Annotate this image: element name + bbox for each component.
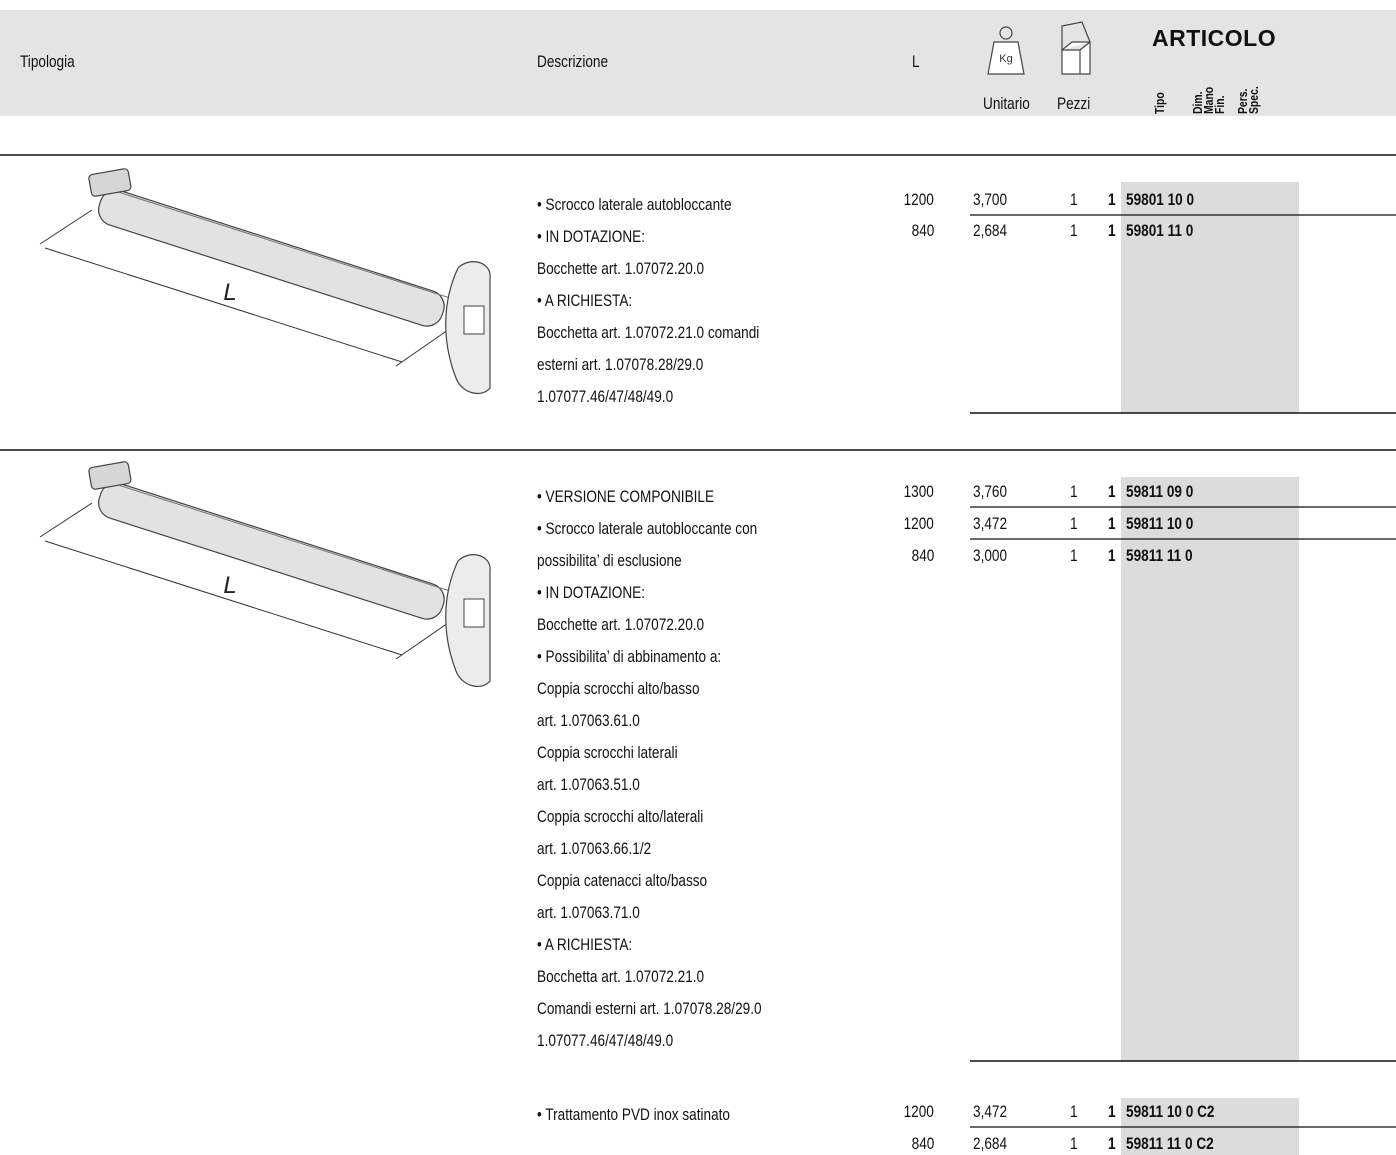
length: 840 (911, 1134, 934, 1153)
pieces: 1 (1070, 1102, 1078, 1121)
description-line: • Possibilita’ di abbinamento a: (537, 647, 722, 666)
description-line: Bocchette art. 1.07072.20.0 (537, 615, 705, 634)
product-image: L (39, 168, 491, 395)
article-type: 1 (1108, 1134, 1116, 1153)
description-line: Comandi esterni art. 1.07078.28/29.0 (537, 999, 762, 1018)
article-code: 59801 10 0 (1126, 190, 1195, 209)
description-line: esterni art. 1.07078.28/29.0 (537, 355, 704, 374)
article-type: 1 (1108, 1102, 1116, 1121)
bar-head (88, 168, 132, 197)
bar-ridge (111, 189, 451, 299)
description-line: • A RICHIESTA: (537, 935, 633, 954)
article-type: 1 (1108, 514, 1116, 533)
description-line: Bocchetta art. 1.07072.21.0 comandi (537, 323, 760, 342)
product-image: L (39, 461, 491, 688)
length: 840 (911, 221, 934, 240)
unit-weight: 3,472 (973, 1102, 1008, 1121)
pieces: 1 (1070, 190, 1078, 209)
bar-head (88, 461, 132, 490)
description-line: Bocchette art. 1.07072.20.0 (537, 259, 705, 278)
article-code: 59811 11 0 C2 (1126, 1134, 1214, 1153)
description-line: • Scrocco laterale autobloccante (537, 195, 732, 214)
column-header: Unitario (983, 94, 1030, 113)
bar-body (98, 189, 445, 327)
dimension-line (44, 540, 403, 656)
description-line: • IN DOTAZIONE: (537, 583, 646, 602)
article-column-shade (1121, 477, 1299, 1061)
length: 1200 (903, 1102, 934, 1121)
description-line: 1.07077.46/47/48/49.0 (537, 1031, 674, 1050)
description-line: art. 1.07063.71.0 (537, 903, 640, 922)
sub-column-header: Spec. (1246, 86, 1261, 114)
length: 1200 (903, 514, 934, 533)
article-code: 59811 10 0 C2 (1126, 1102, 1215, 1121)
description-line: 1.07077.46/47/48/49.0 (537, 387, 674, 406)
column-header: Tipologia (20, 52, 75, 71)
description-line: • VERSIONE COMPONIBILE (537, 487, 715, 506)
pieces: 1 (1070, 1134, 1078, 1153)
bar-body (98, 482, 445, 620)
header-band (0, 10, 1396, 116)
dimension-label: L (223, 279, 236, 306)
column-header: ARTICOLO (1152, 25, 1277, 51)
description-line: Coppia scrocchi alto/basso (537, 679, 700, 698)
description-line: art. 1.07063.51.0 (537, 775, 640, 794)
unit-weight: 3,760 (973, 482, 1008, 501)
description-line: • Trattamento PVD inox satinato (537, 1105, 730, 1124)
pieces: 1 (1070, 546, 1078, 565)
weight-icon (987, 26, 1025, 75)
description-line: • IN DOTAZIONE: (537, 227, 646, 246)
description-line: art. 1.07063.61.0 (537, 711, 640, 730)
dimension-line (44, 247, 403, 363)
description-line: possibilita’ di esclusione (537, 551, 682, 570)
sub-column-header: Tipo (1152, 92, 1167, 114)
article-type: 1 (1108, 221, 1116, 240)
pieces: 1 (1070, 221, 1078, 240)
latch (463, 305, 485, 335)
latch (463, 598, 485, 628)
unit-weight: 2,684 (973, 1134, 1008, 1153)
pieces: 1 (1070, 482, 1078, 501)
length: 1300 (903, 482, 934, 501)
unit-weight: 2,684 (973, 221, 1008, 240)
description-line: Coppia scrocchi alto/laterali (537, 807, 704, 826)
dimension-label: L (223, 572, 236, 599)
pieces: 1 (1070, 514, 1078, 533)
description-line: Coppia scrocchi laterali (537, 743, 678, 762)
article-code: 59811 09 0 (1126, 482, 1194, 501)
length: 840 (911, 546, 934, 565)
box-icon (1061, 21, 1091, 75)
article-code: 59811 11 0 (1126, 546, 1193, 565)
column-header: Descrizione (537, 52, 609, 71)
article-code: 59811 10 0 (1126, 514, 1194, 533)
description-line: art. 1.07063.66.1/2 (537, 839, 652, 858)
unit-weight: 3,700 (973, 190, 1008, 209)
kg-label: Kg (999, 53, 1012, 65)
dimension-ext (39, 209, 93, 245)
dimension-ext (39, 502, 93, 538)
description-line: Coppia catenacci alto/basso (537, 871, 708, 890)
article-code: 59801 11 0 (1126, 221, 1194, 240)
sub-column-header: Fin. (1212, 95, 1227, 114)
length: 1200 (903, 190, 934, 209)
column-header: Pezzi (1057, 94, 1091, 113)
article-type: 1 (1108, 482, 1116, 501)
article-type: 1 (1108, 190, 1116, 209)
dimension-ext (395, 329, 449, 367)
description-line: • A RICHIESTA: (537, 291, 633, 310)
bar-ridge (111, 482, 451, 592)
description-line: • Scrocco laterale autobloccante con (537, 519, 758, 538)
description-line: Bocchetta art. 1.07072.21.0 (537, 967, 705, 986)
article-type: 1 (1108, 546, 1116, 565)
dimension-ext (395, 622, 449, 660)
article-column-shade (1121, 182, 1299, 413)
unit-weight: 3,000 (973, 546, 1008, 565)
unit-weight: 3,472 (973, 514, 1008, 533)
column-header: L (912, 52, 920, 71)
